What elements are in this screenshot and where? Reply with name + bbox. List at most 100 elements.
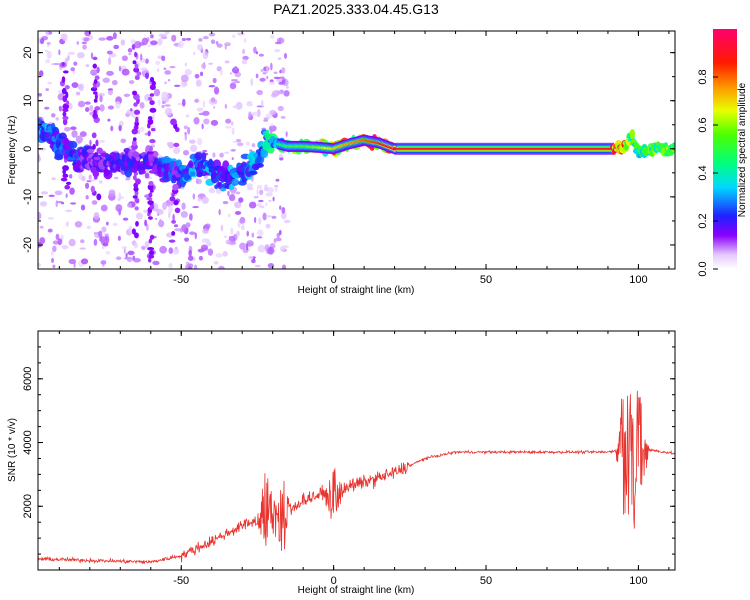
spectrogram-cell [283, 90, 290, 97]
spectrogram-cell [242, 55, 249, 61]
spectrogram-cell [234, 201, 242, 209]
spectrogram-cell [62, 111, 67, 117]
spectrogram-cell [197, 197, 201, 202]
spectrogram-cell [135, 159, 141, 166]
colorbar-tick-label: 0.6 [697, 117, 709, 132]
spectrogram-cell [112, 32, 117, 40]
spectrogram-cell [58, 105, 62, 112]
spectrogram-cell [147, 130, 151, 137]
spectrogram-cell [235, 138, 242, 143]
spectrogram-cell [148, 170, 156, 174]
spectrogram-cell [90, 52, 94, 59]
spectrogram-cell [94, 93, 98, 100]
spectrogram-cell [171, 34, 177, 42]
spectrogram-cell [51, 177, 56, 181]
spectrogram-cell [173, 84, 181, 87]
spectrogram-cell [134, 51, 138, 58]
spectrogram-cell [85, 64, 90, 68]
spectrogram-cell [120, 138, 127, 144]
spectrogram-cell [255, 163, 264, 168]
spectrogram-cell [262, 212, 267, 221]
spectrogram-cell [254, 216, 257, 224]
spectrogram-cell [178, 40, 184, 49]
spectrogram-cell [77, 84, 82, 90]
spectrogram-cell [44, 106, 50, 110]
spectrogram-cell [111, 79, 118, 86]
spectrogram-cell [70, 126, 77, 131]
spectrogram-cell [62, 165, 69, 171]
spectrogram-cell [90, 166, 97, 174]
spectrogram-cell [89, 139, 92, 146]
spectrogram-cell [54, 190, 63, 196]
spectrogram-cell [229, 82, 237, 90]
spectrogram-cell [201, 196, 209, 205]
spectrogram-cell [234, 80, 241, 84]
spectrogram-cell [99, 139, 106, 143]
spectrogram-cell [47, 81, 52, 85]
spectrogram-cell [193, 256, 196, 262]
spectrogram-cell [147, 247, 155, 251]
spectrogram-cell [256, 184, 263, 190]
spectrogram-cell [208, 32, 216, 37]
spectrogram-cell [174, 228, 182, 232]
spectrogram-cell [183, 82, 188, 86]
spectrogram-cell [38, 211, 42, 220]
spectrogram-cell [198, 255, 204, 261]
spectrogram-cell [47, 217, 54, 220]
figure-title: PAZ1.2025.333.04.45.G13 [273, 1, 439, 17]
spectrogram-cell [208, 187, 216, 194]
spectrogram-cell [278, 229, 282, 236]
spectrogram-cell [77, 52, 85, 59]
spectrogram-cell [93, 78, 98, 85]
spectrogram-cell [167, 141, 171, 147]
spectrogram-cell [62, 173, 69, 178]
spectrogram-cell [146, 44, 153, 47]
spectrogram-cell [263, 186, 269, 192]
spectrogram-cell [149, 93, 155, 97]
spectrogram-cell [261, 99, 264, 108]
snr-y-axis-label: SNR (10 * v/v) [7, 418, 18, 482]
spectrogram-cell [236, 230, 240, 237]
spectrogram-cell [266, 75, 269, 80]
spectrogram-cell [133, 257, 141, 263]
spectrogram-cell [148, 180, 154, 186]
spectrogram-cell [186, 37, 192, 41]
spectrogram-cell [110, 125, 114, 132]
spectrogram-cell [145, 58, 149, 64]
spectrogram-cell [161, 91, 169, 100]
spectrogram-y-tick-label: 0 [22, 146, 34, 152]
spectrogram-cell [149, 138, 156, 144]
spectrogram-cell [251, 232, 255, 238]
spectrogram-cell [265, 202, 268, 207]
spectrogram-cell [198, 112, 205, 116]
spectrogram-cell [75, 135, 83, 144]
spectrogram-cell [130, 108, 133, 112]
snr-x-tick-label: 100 [629, 575, 647, 587]
spectrogram-cell [259, 189, 264, 196]
spectrogram-cell [168, 204, 173, 213]
spectrogram-cell [192, 193, 196, 200]
spectrogram-cell [173, 142, 180, 148]
spectrogram-cell [213, 261, 219, 265]
spectrogram-cell [285, 131, 288, 137]
spectrogram-cell [107, 118, 111, 122]
spectrogram-cell [215, 253, 223, 258]
spectrogram-cell [245, 243, 249, 251]
spectrogram-cell [64, 184, 71, 190]
spectrogram-cell [149, 189, 154, 193]
spectrogram-cell [61, 87, 67, 95]
spectrogram-cell [246, 187, 254, 191]
spectrogram-cell [63, 137, 69, 145]
spectrogram-cell [270, 34, 275, 39]
spectrogram-cell [164, 104, 171, 107]
colorbar-tick-label: 0.8 [697, 69, 709, 84]
spectrogram-y-axis-label: Frequency (Hz) [7, 116, 18, 185]
spectrogram-cell [269, 128, 273, 135]
spectrogram-cell [135, 212, 143, 220]
spectrogram-cell [90, 179, 96, 182]
spectrogram-cell [267, 246, 275, 255]
spectrogram-cell [86, 225, 92, 230]
spectrogram-cell [125, 176, 131, 181]
